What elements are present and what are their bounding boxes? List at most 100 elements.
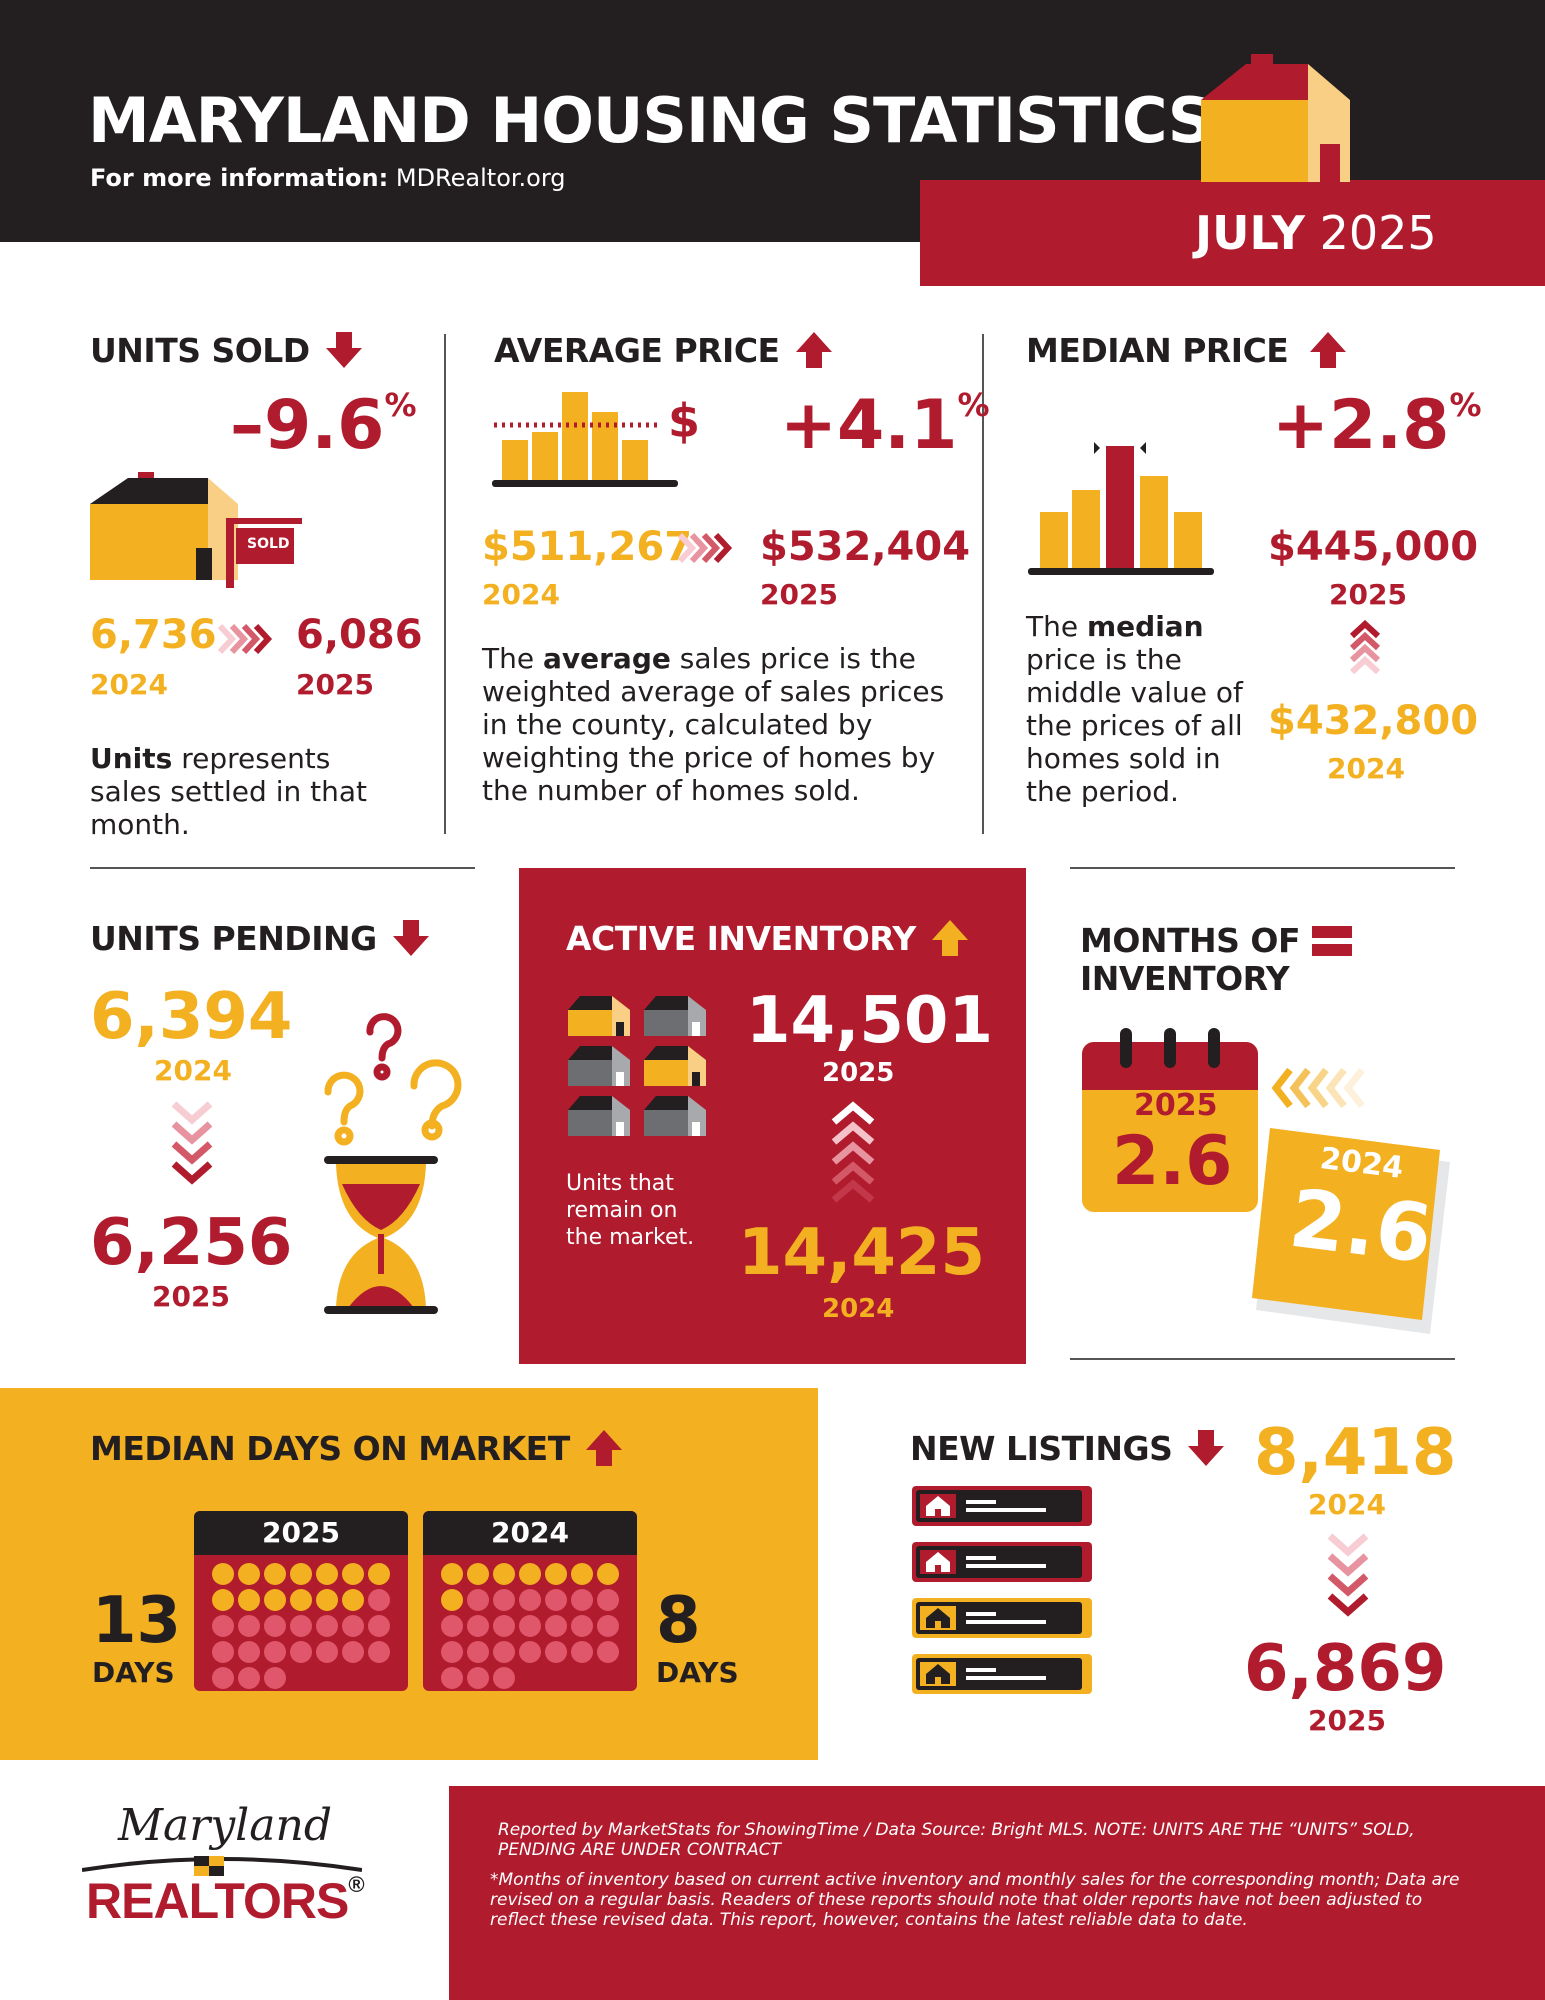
average-price-curr-year: 2025 xyxy=(760,578,838,611)
new-listings-prev-value: 8,418 xyxy=(1254,1416,1457,1490)
average-price-header: AVERAGE PRICE xyxy=(494,330,834,370)
calendar-day-dot xyxy=(212,1641,234,1663)
calendar-2024-days xyxy=(423,1555,637,1689)
months-inventory-title-line1: MONTHS OF xyxy=(1080,921,1301,960)
months-inventory-header: MONTHS OF INVENTORY xyxy=(1080,922,1352,998)
average-price-change: +4.1% xyxy=(780,386,990,465)
listings-icon xyxy=(912,1486,1092,1694)
units-sold-title: UNITS SOLD xyxy=(90,330,310,370)
footer-note: *Months of inventory based on current ac… xyxy=(490,1870,1460,1930)
days-label: DAYS xyxy=(92,1656,175,1689)
median-price-curr-year: 2025 xyxy=(1329,578,1407,611)
calendar-day-dot xyxy=(467,1667,489,1689)
calendar-2025-days xyxy=(194,1555,408,1689)
arrow-down-icon xyxy=(392,920,429,956)
logo[interactable]: Maryland REALTORS® xyxy=(82,1800,365,1929)
chevron-right-icon xyxy=(678,532,733,564)
calendar-day-dot xyxy=(441,1641,463,1663)
calendar-day-dot xyxy=(316,1641,338,1663)
calendar-day-dot xyxy=(493,1615,515,1637)
median-price-prev-value: $432,800 xyxy=(1268,698,1479,744)
units-sold-curr-value: 6,086 xyxy=(296,612,423,658)
average-price-note: The average sales price is the weighted … xyxy=(482,642,952,807)
new-listings-curr-value: 6,869 xyxy=(1244,1632,1447,1706)
info-link[interactable]: MDRealtor.org xyxy=(395,164,566,192)
median-price-curr-value: $445,000 xyxy=(1268,524,1479,570)
chevron-right-icon xyxy=(218,623,273,655)
calendar-day-dot xyxy=(290,1589,312,1611)
units-pending-header: UNITS PENDING xyxy=(90,918,431,958)
median-price-note: The median price is the middle value of … xyxy=(1026,610,1251,808)
calendar-day-dot xyxy=(212,1667,234,1689)
calendar-day-dot xyxy=(571,1641,593,1663)
calendar-day-dot xyxy=(571,1615,593,1637)
calendar-day-dot xyxy=(571,1589,593,1611)
houses-grid-icon xyxy=(568,996,706,1136)
units-pending-prev-year: 2024 xyxy=(154,1054,232,1087)
calendar-day-dot xyxy=(519,1589,541,1611)
calendar-day-dot xyxy=(290,1563,312,1585)
calendar-day-dot xyxy=(467,1589,489,1611)
logo-script: Maryland xyxy=(118,1800,332,1851)
average-price-note-text: sales price is the weighted average of s… xyxy=(482,642,945,807)
calendar-day-dot xyxy=(519,1563,541,1585)
units-sold-prev-value: 6,736 xyxy=(90,612,217,658)
calendar-day-dot xyxy=(597,1563,619,1585)
median-price-bars-icon xyxy=(1028,442,1214,575)
calendar-day-dot xyxy=(467,1563,489,1585)
chevron-down-icon xyxy=(1327,1533,1369,1617)
calendar-day-dot xyxy=(238,1589,260,1611)
arrow-down-icon xyxy=(325,332,362,368)
logo-wordmark: REALTORS® xyxy=(86,1872,365,1930)
average-price-note-pre: The xyxy=(482,642,543,675)
info-label: For more information: xyxy=(90,164,389,192)
median-price-note-bold: median xyxy=(1086,610,1204,643)
arrow-up-icon xyxy=(585,1430,622,1466)
new-listings-header: NEW LISTINGS xyxy=(910,1428,1226,1468)
months-inventory-prev-value: 2.6 xyxy=(1284,1171,1437,1282)
calendar-day-dot xyxy=(264,1667,286,1689)
median-price-header: MEDIAN PRICE xyxy=(1026,330,1348,370)
units-pending-curr-year: 2025 xyxy=(152,1280,230,1313)
calendar-day-dot xyxy=(545,1563,567,1585)
divider xyxy=(90,867,475,869)
units-pending-prev-value: 6,394 xyxy=(90,980,293,1054)
calendar-day-dot xyxy=(467,1615,489,1637)
new-listings-curr-year: 2025 xyxy=(1308,1704,1386,1737)
active-inventory-prev-value: 14,425 xyxy=(738,1216,985,1290)
percent-sign: % xyxy=(384,386,417,424)
divider xyxy=(982,334,984,834)
average-price-note-bold: average xyxy=(542,642,671,675)
divider xyxy=(1070,1358,1455,1360)
active-inventory-curr-year: 2025 xyxy=(822,1058,895,1088)
calendar-day-dot xyxy=(238,1563,260,1585)
calendar-day-dot xyxy=(264,1641,286,1663)
calendar-day-dot xyxy=(368,1641,390,1663)
new-listings-title: NEW LISTINGS xyxy=(910,1428,1173,1468)
calendar-day-dot xyxy=(238,1641,260,1663)
calendar-day-dot xyxy=(368,1615,390,1637)
maryland-flag-icon xyxy=(82,1856,362,1876)
median-price-note-pre: The xyxy=(1026,610,1087,643)
footer-source: Reported by MarketStats for ShowingTime … xyxy=(498,1820,1415,1860)
days-label: DAYS xyxy=(656,1656,739,1689)
median-price-change: +2.8% xyxy=(1272,386,1482,465)
header-house-icon xyxy=(1201,54,1350,182)
calendar-2025-header: 2025 xyxy=(194,1511,408,1555)
calendar-day-dot xyxy=(493,1563,515,1585)
calendar-day-dot xyxy=(264,1615,286,1637)
calendar-day-dot xyxy=(264,1563,286,1585)
median-price-title: MEDIAN PRICE xyxy=(1026,330,1289,370)
units-sold-change: –9.6% xyxy=(230,386,417,465)
units-sold-note-bold: Units xyxy=(90,742,173,775)
calendar-day-dot xyxy=(441,1589,463,1611)
months-inventory-title-line2: INVENTORY xyxy=(1080,959,1290,998)
calendar-day-dot xyxy=(238,1667,260,1689)
units-pending-curr-value: 6,256 xyxy=(90,1206,293,1280)
report-year: 2025 xyxy=(1319,206,1437,260)
months-inventory-curr-value: 2.6 xyxy=(1112,1122,1233,1201)
arrow-down-icon xyxy=(1188,1430,1225,1466)
hourglass-question-icon xyxy=(324,1013,462,1314)
months-inventory-curr-year: 2025 xyxy=(1134,1088,1218,1123)
average-price-title: AVERAGE PRICE xyxy=(494,330,780,370)
